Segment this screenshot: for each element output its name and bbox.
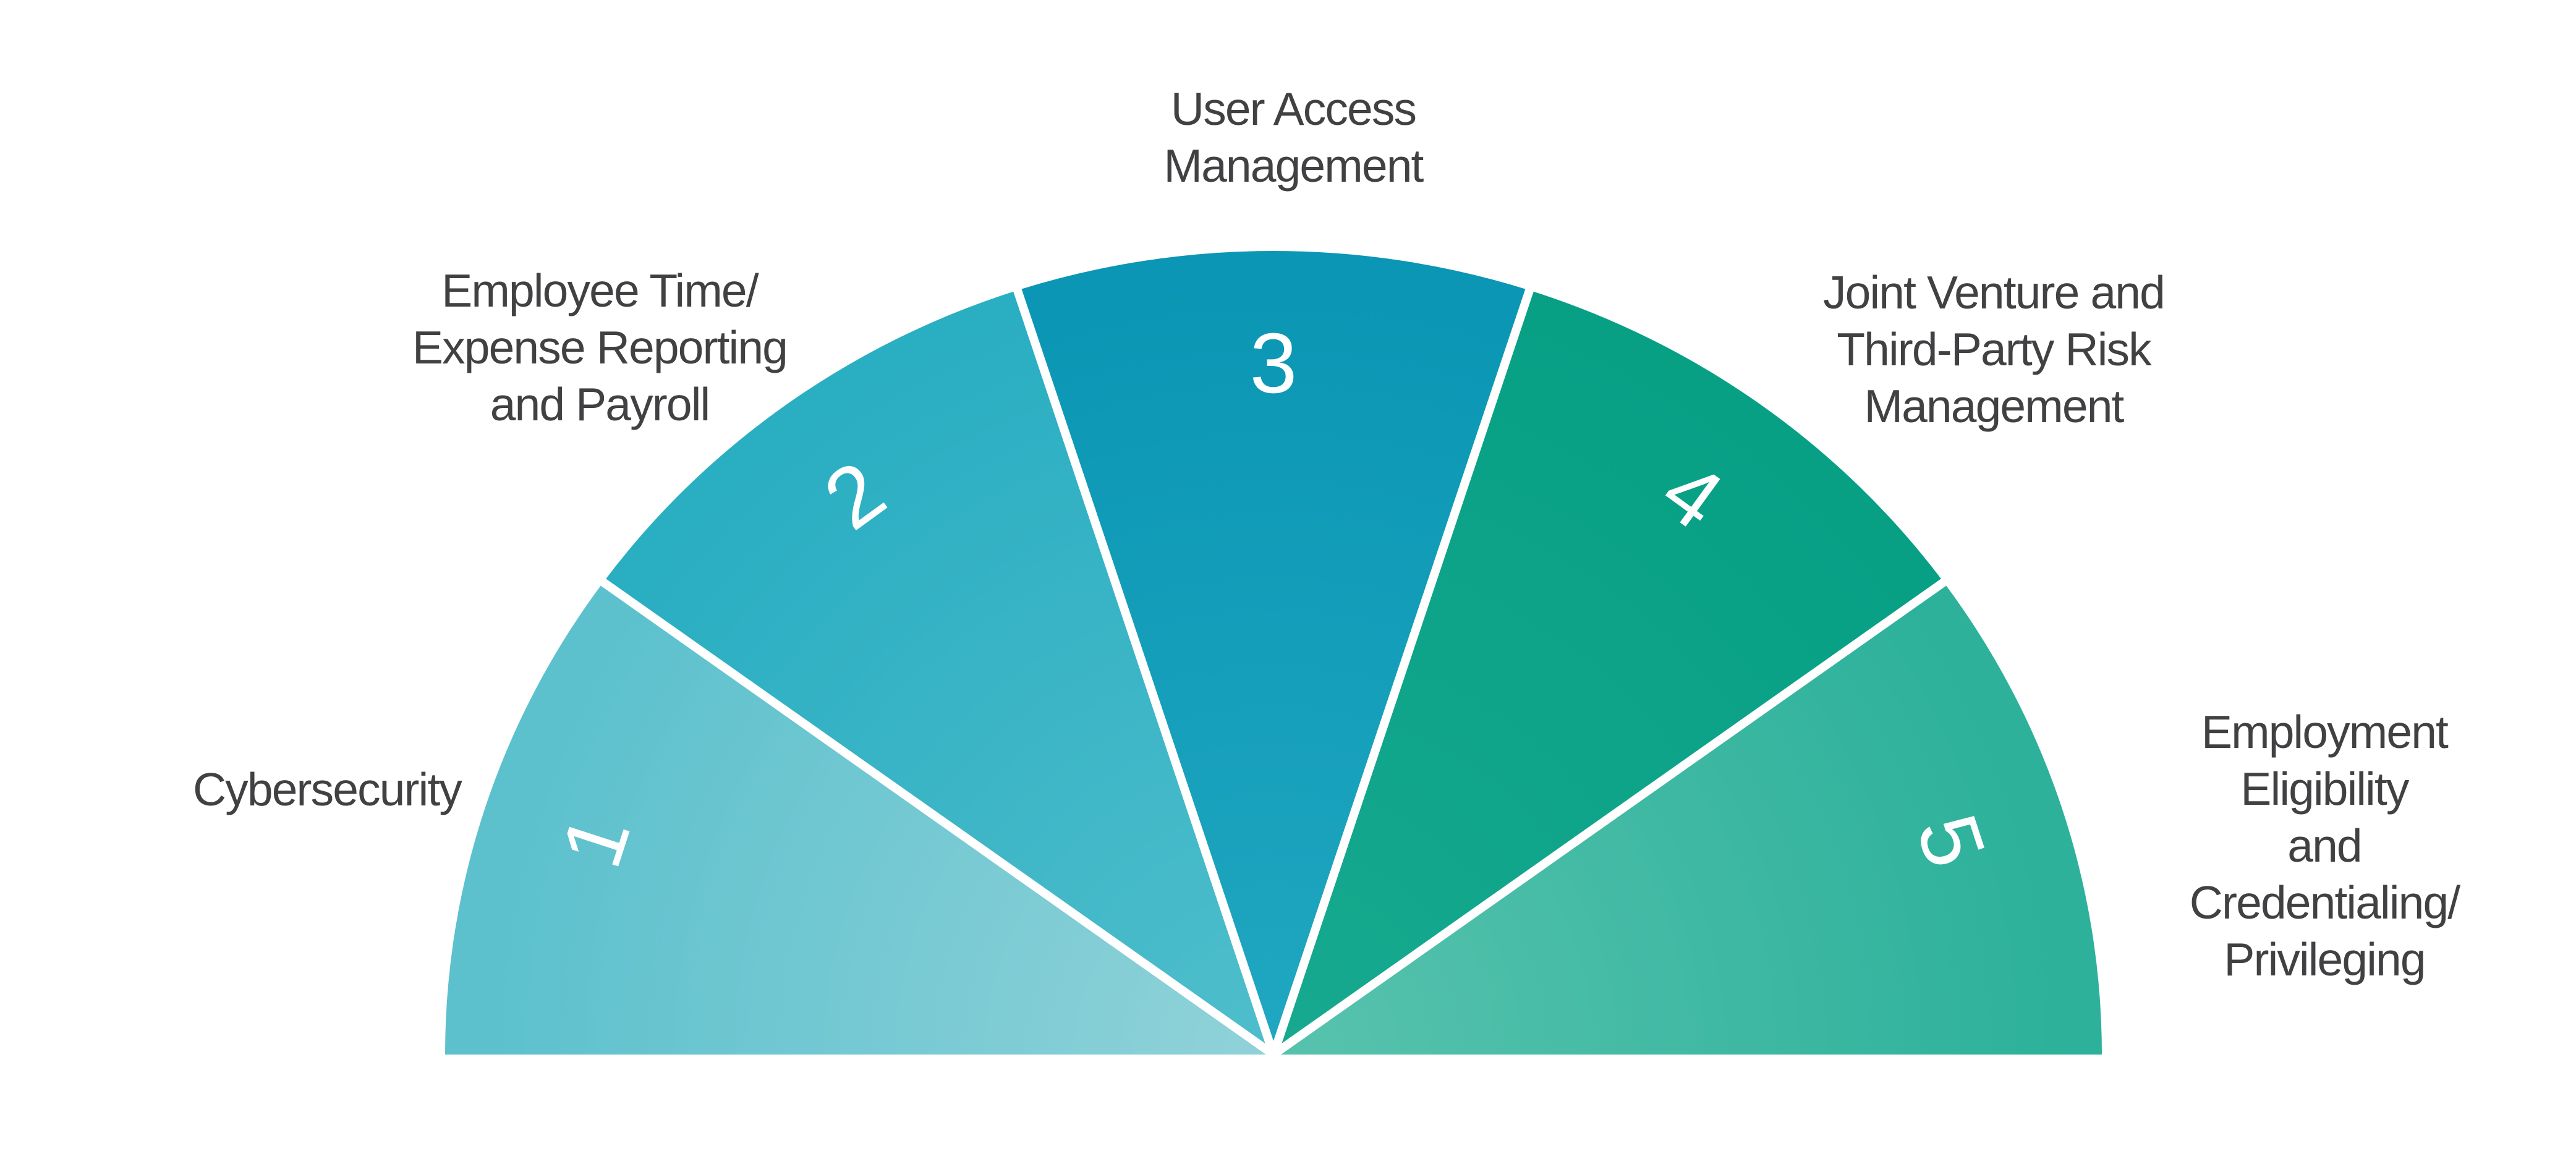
- segment-wedge-3: [1017, 250, 1530, 1055]
- divider-line-3: [1269, 273, 1539, 1056]
- divider-line-4: [1270, 569, 1960, 1058]
- segment-wedge-1: [445, 582, 1273, 1055]
- segment-wedge-2: [603, 290, 1273, 1055]
- segment-number-3: 3: [1250, 316, 1298, 411]
- segment-wedge-5: [1273, 582, 2102, 1055]
- divider-line-1: [587, 569, 1277, 1058]
- divider-line-2: [1008, 273, 1278, 1056]
- segment-wedge-4: [1273, 290, 1944, 1055]
